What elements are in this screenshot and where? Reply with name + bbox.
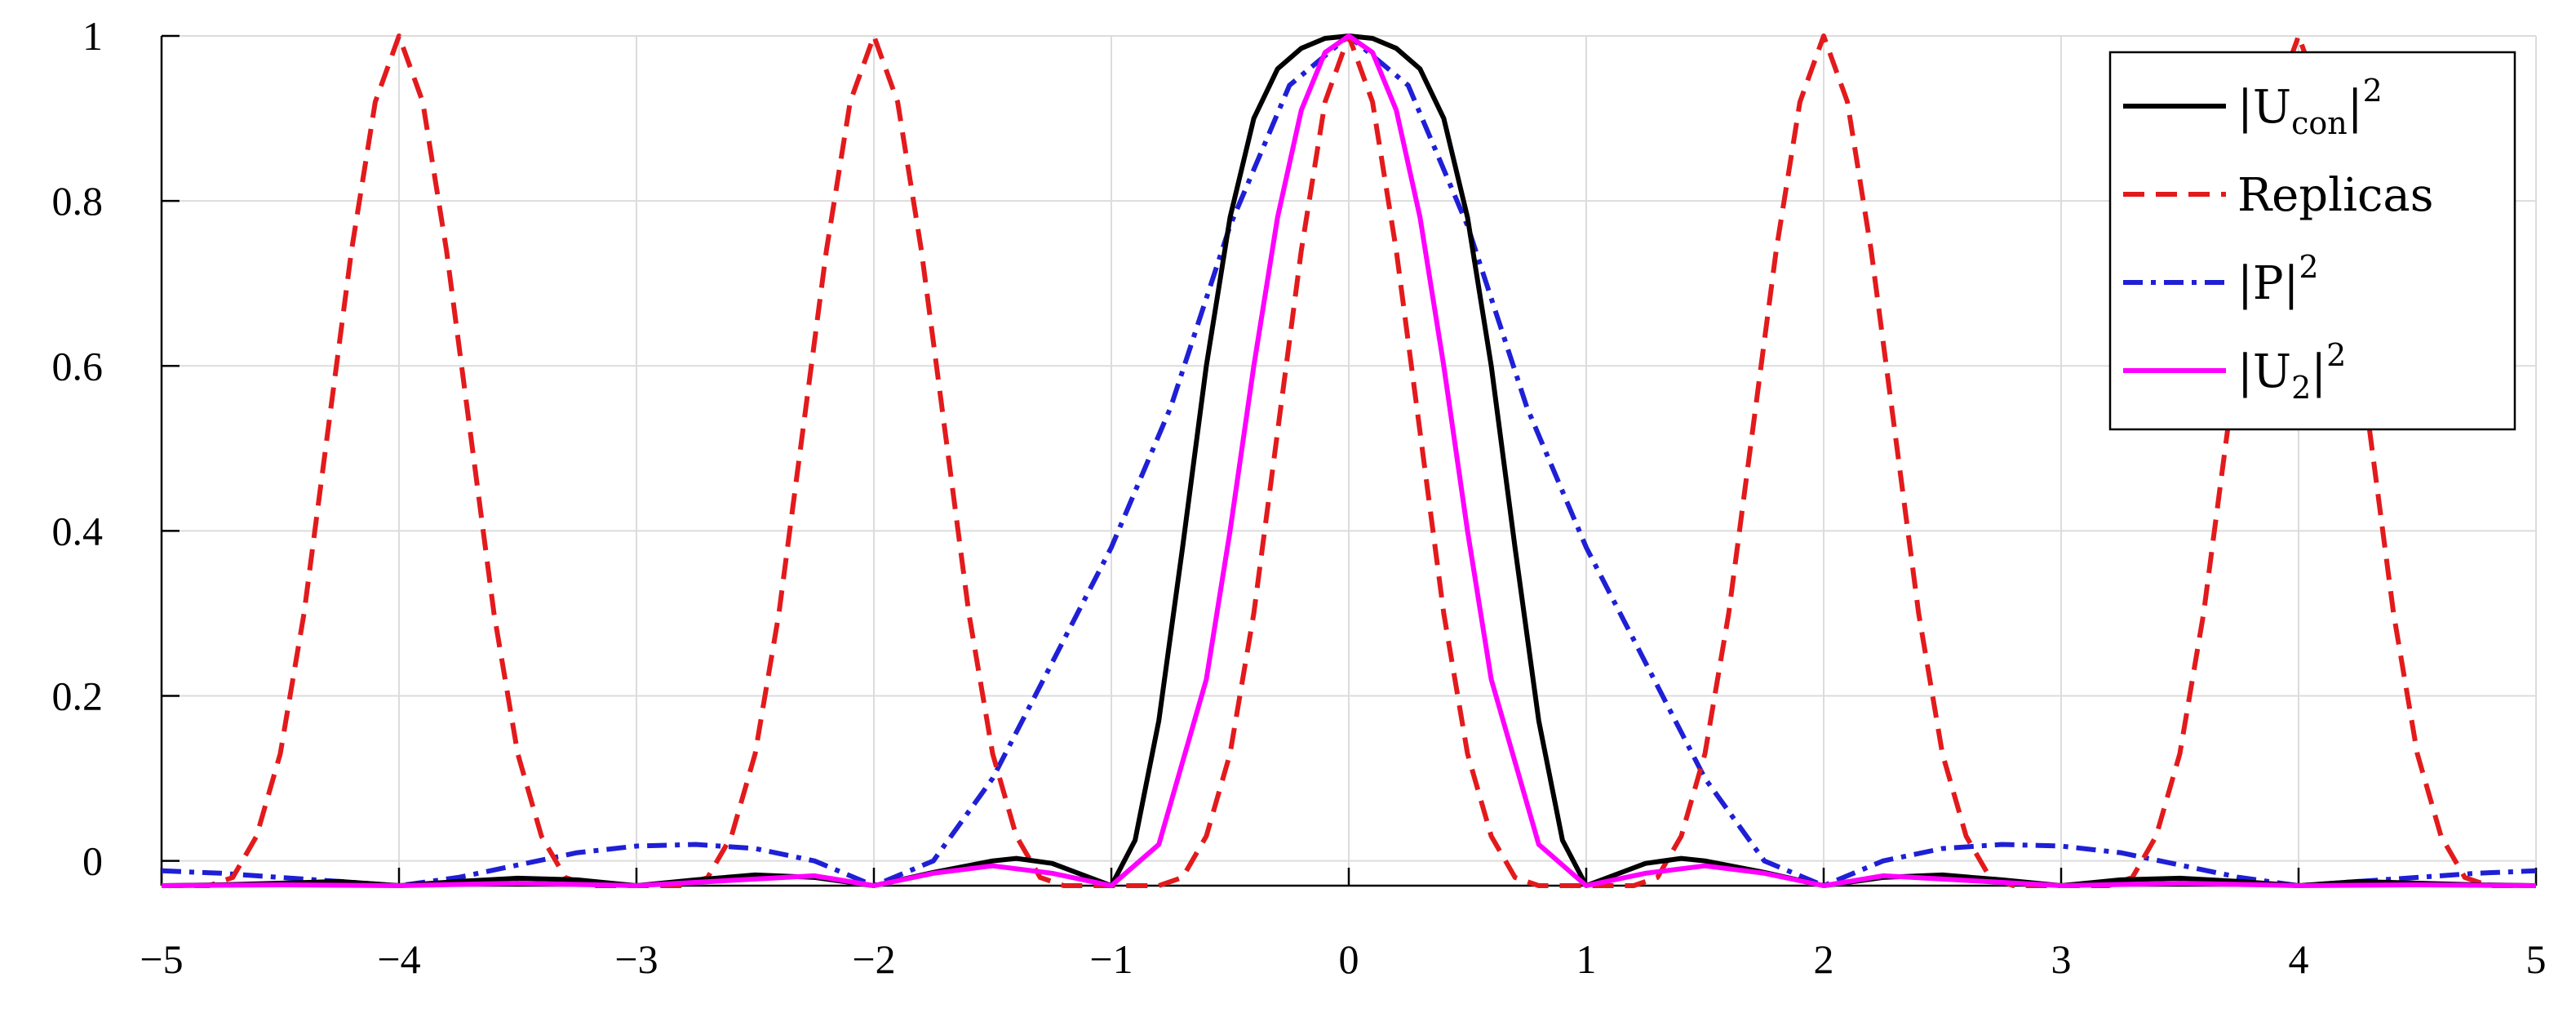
x-tick-label: −4: [377, 936, 420, 982]
x-tick-label: −3: [614, 936, 658, 982]
x-axis-ticks: −5 −4 −3 −2 −1 0 1 2 3 4 5: [140, 868, 2547, 982]
x-tick-label: 3: [2051, 936, 2072, 982]
y-tick-label: 0.6: [52, 343, 104, 389]
x-tick-label: 2: [1814, 936, 1834, 982]
x-tick-label: −5: [140, 936, 183, 982]
y-tick-label: 1: [82, 13, 103, 59]
y-tick-label: 0: [82, 838, 103, 884]
x-tick-label: 1: [1576, 936, 1597, 982]
legend-entry-label: Replicas: [2237, 169, 2433, 222]
y-tick-label: 0.4: [52, 508, 104, 553]
legend-entry-label: |U2|2: [2237, 337, 2346, 406]
legend: |Ucon|2 Replicas |P|2 |U2|2: [2108, 51, 2516, 431]
x-tick-label: 5: [2526, 936, 2547, 982]
x-tick-label: 4: [2289, 936, 2309, 982]
x-tick-label: −2: [852, 936, 895, 982]
legend-box: [2108, 51, 2516, 431]
series-lines: [161, 33, 2537, 888]
y-tick-label: 0.2: [52, 673, 104, 719]
y-axis-ticks: 1 0.8 0.6 0.4 0.2 0: [52, 13, 180, 884]
x-tick-label: 0: [1339, 936, 1359, 982]
x-tick-label: −1: [1089, 936, 1133, 982]
y-tick-label: 0.8: [52, 178, 104, 224]
legend-entry-label: |P|2: [2237, 249, 2319, 310]
series-line-3: [161, 33, 2537, 888]
legend-entry-label: |Ucon|2: [2237, 73, 2383, 141]
